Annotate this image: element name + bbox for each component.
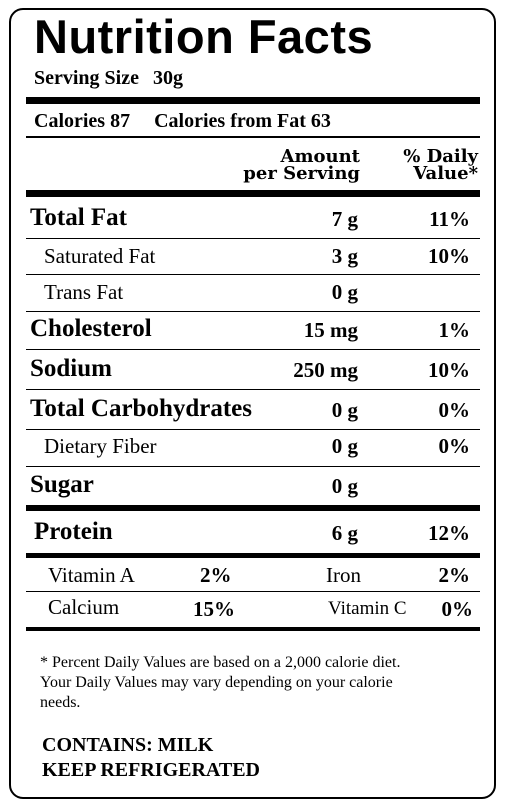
contains-statement: CONTAINS: MILK	[42, 734, 214, 756]
nutrient-amount: 0 g	[331, 398, 358, 422]
nutrition-label	[9, 8, 496, 799]
vitamin-value: 2%	[200, 563, 232, 587]
vitamin-value: 15%	[193, 597, 235, 621]
daily-value-header-line1: % Daily	[403, 146, 478, 167]
calories-value: Calories 87	[34, 110, 131, 132]
nutrient-name: Trans Fat	[44, 280, 124, 304]
divider-thick-top	[26, 97, 480, 104]
nutrient-name: Sugar	[30, 471, 94, 498]
vitamin-name: Iron	[326, 563, 361, 587]
nutrient-name: Cholesterol	[30, 315, 152, 342]
amount-header-line1: Amount	[280, 146, 360, 167]
nutrient-amount: 0 g	[331, 280, 358, 304]
row-divider	[26, 349, 480, 350]
storage-instruction: KEEP REFRIGERATED	[42, 759, 260, 781]
serving-size-value: 30g	[153, 67, 183, 89]
nutrient-amount: 0 g	[331, 434, 358, 458]
nutrient-daily-value: 11%	[429, 207, 470, 231]
nutrient-daily-value: 1%	[438, 318, 471, 342]
nutrient-daily-value: 10%	[428, 244, 470, 268]
row-divider	[26, 311, 480, 312]
daily-value-header: % Daily Value*	[378, 146, 478, 184]
row-divider	[26, 274, 480, 275]
footnote-asterisk: *	[40, 654, 48, 671]
vitamin-value: 2%	[438, 563, 471, 587]
divider-calories	[26, 136, 480, 138]
row-divider	[26, 429, 480, 430]
row-divider	[26, 466, 480, 467]
vitamin-value: 0%	[441, 597, 474, 621]
nutrient-name: Total Carbohydrates	[30, 395, 253, 422]
nutrient-name: Protein	[34, 518, 113, 545]
nutrient-daily-value: 0%	[438, 434, 471, 458]
nutrient-name: Dietary Fiber	[44, 434, 157, 458]
serving-size: Serving Size 30g	[34, 67, 183, 90]
nutrient-name: Total Fat	[30, 204, 127, 231]
nutrient-amount: 6 g	[331, 521, 358, 545]
nutrient-daily-value: 0%	[438, 398, 471, 422]
vitamin-name: Vitamin C	[328, 598, 407, 619]
calories-line: Calories 87 Calories from Fat 63	[34, 110, 331, 133]
divider-thick-header	[26, 190, 480, 197]
amount-header: Amount per Serving	[238, 146, 360, 184]
nutrient-daily-value: 12%	[428, 521, 470, 545]
allergen-info: CONTAINS: MILK KEEP REFRIGERATED	[42, 733, 260, 783]
nutrient-name: Sodium	[30, 355, 112, 382]
calories-from-fat: Calories from Fat 63	[154, 110, 331, 132]
row-divider	[26, 591, 480, 592]
row-divider	[26, 389, 480, 390]
footnote-line1: * Percent Daily Values are based on a 2,…	[40, 654, 401, 671]
amount-header-line2: per Serving	[243, 163, 360, 184]
footnote-line3: needs.	[40, 694, 81, 711]
row-divider	[26, 238, 480, 239]
nutrient-amount: 15 mg	[303, 318, 358, 342]
serving-size-label: Serving Size	[34, 67, 139, 89]
nutrient-daily-value: 10%	[428, 358, 470, 382]
nutrient-amount: 7 g	[331, 207, 358, 231]
label-title: Nutrition Facts	[34, 10, 374, 63]
nutrient-amount: 250 mg	[293, 358, 358, 382]
divider-thick-vitamins	[26, 553, 480, 558]
footnote: * Percent Daily Values are based on a 2,…	[40, 653, 480, 713]
divider-thick-protein	[26, 505, 480, 511]
divider-thick-footnote	[26, 627, 480, 631]
nutrient-amount: 3 g	[331, 244, 358, 268]
nutrient-name: Saturated Fat	[44, 244, 156, 268]
nutrient-amount: 0 g	[331, 474, 358, 498]
vitamin-name: Vitamin A	[48, 563, 135, 587]
footnote-line2: Your Daily Values may vary depending on …	[40, 674, 393, 691]
daily-value-header-line2: Value*	[413, 163, 478, 184]
vitamin-name: Calcium	[48, 595, 120, 619]
